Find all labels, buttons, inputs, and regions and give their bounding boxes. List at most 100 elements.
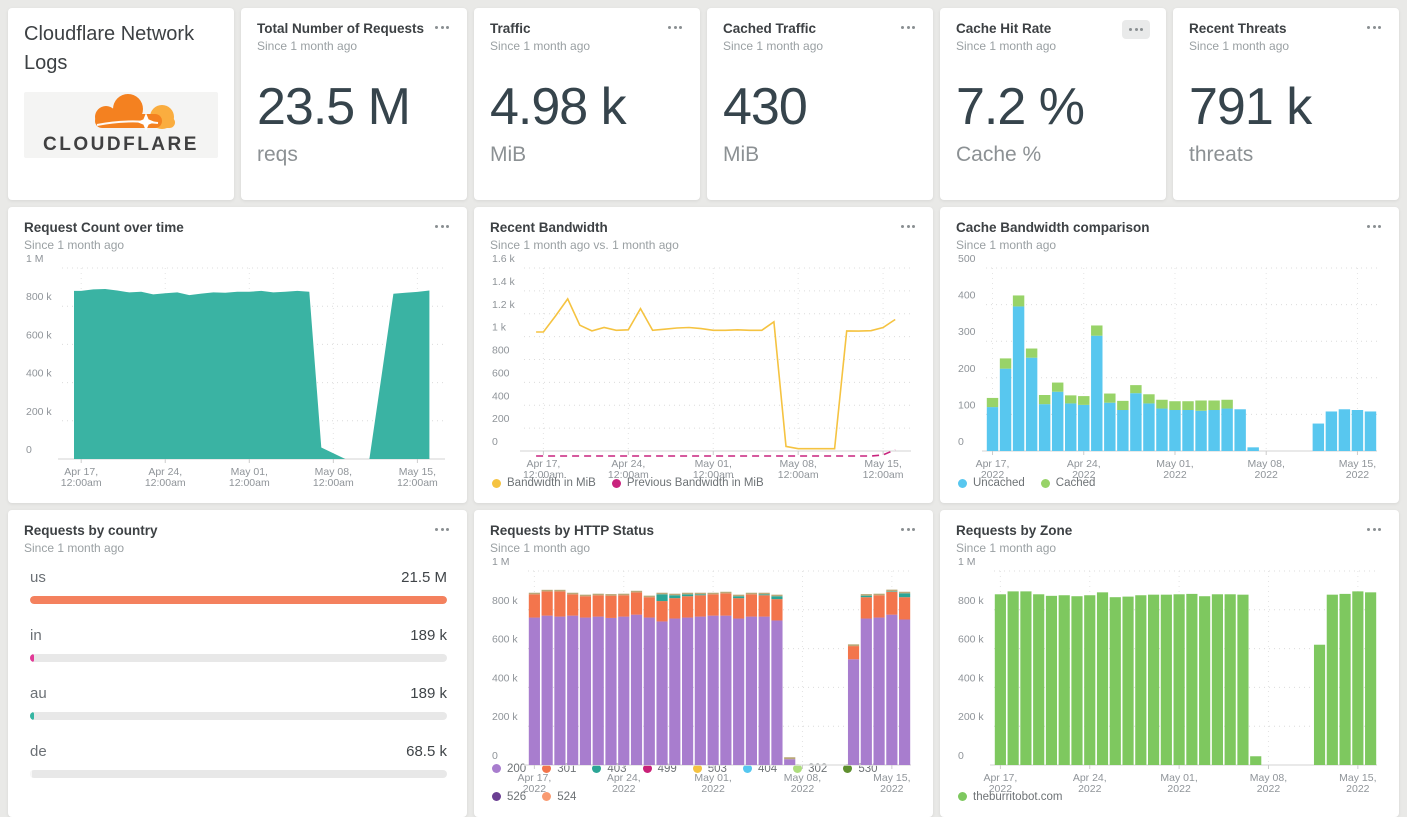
- legend-item[interactable]: 524: [542, 791, 576, 803]
- legend-item[interactable]: Cached: [1040, 477, 1096, 490]
- panel-menu-icon[interactable]: [899, 522, 917, 537]
- panel-requests-by-http-status: Requests by HTTP Status Since 1 month ag…: [474, 510, 933, 817]
- svg-text:0: 0: [958, 750, 964, 762]
- panel-menu-icon[interactable]: [1122, 20, 1150, 39]
- svg-text:0: 0: [26, 444, 32, 456]
- panel-title: Requests by HTTP Status: [490, 523, 655, 539]
- legend-dot-icon: [542, 764, 552, 774]
- panel-menu-icon[interactable]: [1365, 20, 1383, 35]
- svg-text:0: 0: [492, 436, 498, 448]
- svg-text:May 01,: May 01,: [1156, 458, 1193, 470]
- legend-label: Cached: [1055, 477, 1096, 490]
- cloudflare-logo-icon: CLOUDFLARE: [43, 94, 196, 155]
- panel-cache-hit-rate: Cache Hit Rate Since 1 month ago 7.2 % C…: [940, 8, 1166, 201]
- panel-menu-icon[interactable]: [433, 522, 451, 537]
- stat-unit: MiB: [490, 143, 527, 167]
- svg-text:200: 200: [492, 413, 510, 425]
- legend-item[interactable]: Uncached: [958, 477, 1025, 489]
- panel-menu-icon[interactable]: [1365, 219, 1383, 234]
- svg-text:Apr 24,: Apr 24,: [1067, 458, 1101, 470]
- legend-dot-icon: [492, 764, 501, 774]
- panel-subtitle: Since 1 month ago: [956, 39, 1057, 54]
- request-count-chart: 1 M 800 k 600 k 400 k 200 k 0 Apr 17, 12:00am Ap…: [24, 252, 451, 491]
- svg-text:800: 800: [492, 345, 510, 357]
- svg-text:12:00am: 12:00am: [61, 477, 102, 489]
- svg-text:800 k: 800 k: [958, 595, 984, 607]
- panel-menu-icon[interactable]: [899, 20, 917, 35]
- chart-legend: Uncached Cached: [956, 471, 1383, 491]
- svg-text:2022: 2022: [1346, 469, 1370, 481]
- svg-text:2022: 2022: [791, 783, 815, 795]
- stat-unit: MiB: [723, 143, 760, 167]
- svg-text:200 k: 200 k: [26, 406, 52, 418]
- svg-text:Apr 24,: Apr 24,: [1073, 772, 1107, 784]
- legend-dot-icon: [1040, 478, 1050, 488]
- legend-item[interactable]: 526: [492, 791, 526, 803]
- panel-title: Request Count over time: [24, 220, 184, 236]
- panel-subtitle: Since 1 month ago: [490, 39, 591, 54]
- legend-dot-icon: [492, 792, 501, 802]
- legend-label: Bandwidth in MiB: [507, 477, 596, 490]
- svg-text:May 15,: May 15,: [873, 772, 910, 784]
- svg-text:2022: 2022: [1255, 469, 1279, 481]
- country-value: 21.5 M: [401, 569, 447, 587]
- panel-menu-icon[interactable]: [1365, 522, 1383, 537]
- svg-text:1.4 k: 1.4 k: [492, 276, 516, 288]
- chart-legend: theburritobot.com: [956, 785, 1383, 805]
- legend-dot-icon: [958, 478, 967, 488]
- legend-dot-icon: [492, 478, 501, 488]
- panel-menu-icon[interactable]: [433, 20, 451, 35]
- svg-text:500: 500: [958, 253, 976, 265]
- panel-brand: Cloudflare Network Logs CLOUDFLARE: [8, 8, 234, 201]
- country-bars: us 21.5 M in 189 k au 189 k de 68.5 k: [24, 555, 451, 805]
- stat-value: 4.98 k: [490, 78, 627, 137]
- svg-text:May 01,: May 01,: [231, 466, 268, 478]
- svg-text:12:00am: 12:00am: [778, 469, 819, 481]
- svg-text:2022: 2022: [1257, 783, 1281, 795]
- svg-text:800 k: 800 k: [492, 595, 518, 607]
- svg-text:2022: 2022: [981, 469, 1005, 481]
- country-label: de: [30, 743, 47, 761]
- country-label: us: [30, 569, 46, 587]
- country-row: in 189 k: [30, 627, 447, 663]
- svg-text:1.2 k: 1.2 k: [492, 299, 516, 311]
- legend-dot-icon: [742, 764, 752, 774]
- svg-text:1 M: 1 M: [492, 556, 510, 568]
- panel-menu-icon[interactable]: [666, 20, 684, 35]
- svg-text:2022: 2022: [523, 783, 547, 795]
- svg-text:400: 400: [492, 391, 510, 403]
- svg-text:2022: 2022: [1072, 469, 1096, 481]
- svg-text:12:00am: 12:00am: [397, 477, 438, 489]
- stat-value: 791 k: [1189, 78, 1312, 137]
- svg-text:May 15,: May 15,: [864, 458, 901, 470]
- legend-item[interactable]: 200: [492, 763, 526, 775]
- legend-item[interactable]: Previous Bandwidth in MiB: [611, 477, 764, 489]
- stat-value: 430: [723, 78, 808, 137]
- country-bar-fill: [30, 654, 34, 663]
- stat-unit: Cache %: [956, 143, 1042, 167]
- panel-recent-bandwidth: Recent Bandwidth Since 1 month ago vs. 1…: [474, 207, 933, 504]
- panel-menu-icon[interactable]: [433, 219, 451, 234]
- legend-item[interactable]: Bandwidth in MiB: [492, 477, 596, 489]
- legend-label: 200: [507, 762, 527, 775]
- svg-text:600 k: 600 k: [492, 634, 518, 646]
- country-bar-track: [30, 596, 447, 605]
- svg-text:1 M: 1 M: [26, 253, 44, 265]
- legend-dot-icon: [592, 764, 602, 774]
- svg-text:2022: 2022: [612, 783, 636, 795]
- svg-text:100: 100: [958, 400, 976, 412]
- svg-text:200 k: 200 k: [958, 711, 984, 723]
- panel-cache-bandwidth: Cache Bandwidth comparison Since 1 month…: [940, 207, 1399, 504]
- panel-title: Traffic: [490, 21, 531, 36]
- stats-row: Cloudflare Network Logs CLOUDFLARE Total…: [8, 8, 1399, 201]
- panel-menu-icon[interactable]: [899, 219, 917, 234]
- svg-text:12:00am: 12:00am: [693, 469, 734, 481]
- svg-text:May 08,: May 08,: [779, 458, 816, 470]
- legend-item[interactable]: theburritobot.com: [958, 791, 1063, 803]
- svg-text:Apr 24,: Apr 24,: [148, 466, 182, 478]
- panel-title: Requests by country: [24, 523, 158, 539]
- country-label: in: [30, 627, 42, 645]
- panel-total-requests: Total Number of Requests Since 1 month a…: [241, 8, 467, 201]
- cache-bandwidth-chart: 500 400 300 200 100 0 Apr 17, 2022 Apr 24, 2022 Ma…: [956, 252, 1383, 481]
